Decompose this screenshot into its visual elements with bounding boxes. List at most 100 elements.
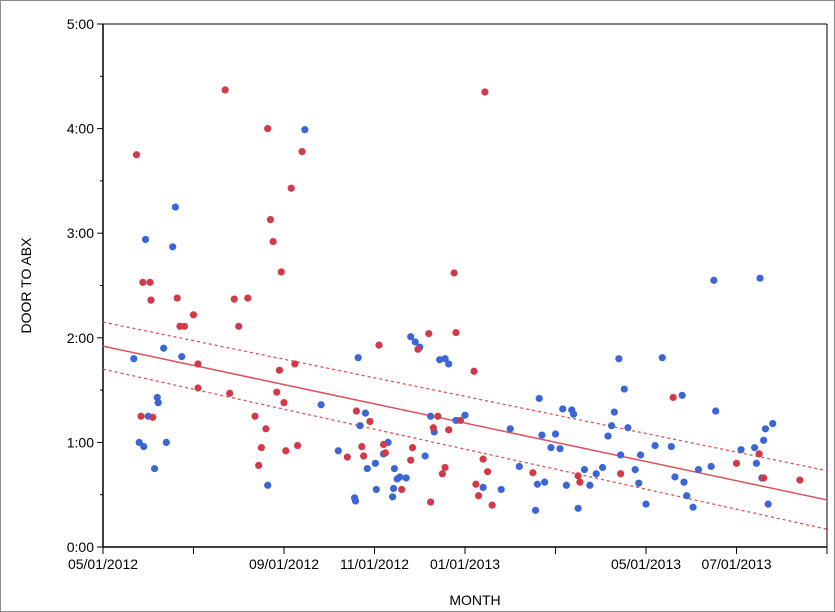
data-point-blue [445, 360, 453, 368]
data-point-red [445, 426, 453, 434]
data-point-red [488, 501, 496, 509]
data-point-red [293, 441, 302, 450]
data-point-red [173, 294, 181, 302]
data-point-blue [712, 407, 720, 415]
data-point-blue [631, 465, 639, 474]
data-point-red [414, 345, 422, 353]
data-point-blue [535, 394, 543, 403]
data-point-red [244, 294, 252, 302]
data-point-red [235, 322, 243, 330]
data-point-blue [620, 385, 628, 393]
data-point-red [194, 384, 202, 392]
data-point-blue [154, 399, 162, 407]
data-point-red [226, 389, 234, 397]
data-point-blue [531, 506, 540, 514]
y-tick-label: 3:00 [67, 225, 94, 241]
data-point-red [149, 413, 157, 421]
data-point-red [266, 216, 275, 224]
data-point-blue [421, 452, 429, 460]
ci-upper-line [102, 321, 828, 472]
y-axis-ticks: 0:00 1:00 2:00 3:00 4:00 5:00 [67, 16, 103, 555]
data-point-red [366, 417, 374, 426]
data-point-blue [506, 425, 514, 433]
data-point-red [360, 452, 368, 460]
data-point-red [381, 449, 389, 457]
x-tick-label: 01/01/2013 [430, 556, 500, 572]
data-point-blue [402, 474, 410, 482]
data-point-blue [441, 355, 449, 363]
data-point-red [269, 237, 277, 246]
data-point-red [429, 424, 437, 432]
data-point-blue [592, 470, 600, 478]
data-point-blue [497, 485, 505, 494]
x-tick-label: 09/01/2012 [249, 556, 319, 572]
data-point-blue [751, 444, 759, 452]
data-point-red [438, 470, 446, 478]
data-point-blue [756, 274, 764, 282]
data-point-blue [538, 431, 546, 439]
data-point-blue [598, 463, 607, 472]
data-point-blue [427, 412, 435, 420]
data-point-blue [407, 333, 415, 341]
data-point-blue [162, 438, 170, 446]
data-point-blue [515, 462, 523, 471]
data-point-red [275, 366, 284, 374]
data-point-red [379, 440, 388, 449]
data-point-blue [160, 344, 168, 352]
data-point-blue [752, 459, 761, 467]
data-point-blue [562, 481, 570, 489]
data-point-blue [642, 500, 650, 508]
y-axis-title: DOOR TO ABX [18, 237, 34, 334]
data-point-red [472, 480, 480, 488]
data-point-blue [624, 424, 632, 432]
data-point-blue [586, 481, 594, 489]
data-point-blue [694, 465, 703, 474]
y-tick-label: 1:00 [67, 434, 94, 450]
data-point-blue [371, 459, 380, 467]
data-point-red [139, 278, 147, 286]
data-point-blue [658, 354, 666, 362]
data-point-blue [678, 391, 686, 399]
data-point-blue [651, 441, 659, 450]
data-point-blue [141, 235, 150, 244]
data-point-blue [760, 436, 768, 444]
data-point-blue [689, 503, 697, 511]
data-point-red [474, 492, 483, 500]
data-point-red [255, 461, 263, 470]
plot-area: 0:00 1:00 2:00 3:00 4:00 5:00 05/01/2012 09/01… [67, 16, 828, 572]
data-point-red [262, 425, 270, 433]
data-point-blue [171, 203, 179, 211]
data-point-red [529, 469, 537, 477]
data-point-blue [610, 408, 618, 416]
data-point-blue [351, 497, 360, 505]
data-point-blue [556, 445, 564, 453]
data-point-red [484, 468, 492, 476]
data-point-red [441, 463, 449, 472]
data-point-red [280, 399, 288, 407]
x-tick-label: 05/01/2012 [68, 556, 138, 572]
ci-lower-line [102, 368, 828, 530]
data-point-blue [761, 425, 770, 433]
data-point-blue [178, 353, 186, 361]
data-point-blue [574, 504, 582, 512]
data-point-blue [635, 479, 643, 487]
data-point-blue [707, 462, 715, 471]
data-point-blue [604, 432, 612, 440]
data-point-red [576, 478, 584, 486]
data-point-blue [461, 411, 469, 419]
data-point-red [352, 407, 360, 415]
data-point-red [298, 148, 306, 156]
data-point-blue [135, 438, 143, 446]
data-point-red [755, 450, 763, 458]
data-point-blue [372, 485, 380, 494]
data-point-blue [636, 451, 645, 459]
data-point-blue [683, 492, 691, 500]
data-point-red [277, 268, 285, 276]
data-point-red [358, 442, 366, 451]
data-point-red [407, 456, 415, 464]
data-point-red [287, 184, 295, 192]
data-point-red [343, 453, 351, 461]
data-point-blue [769, 419, 777, 428]
